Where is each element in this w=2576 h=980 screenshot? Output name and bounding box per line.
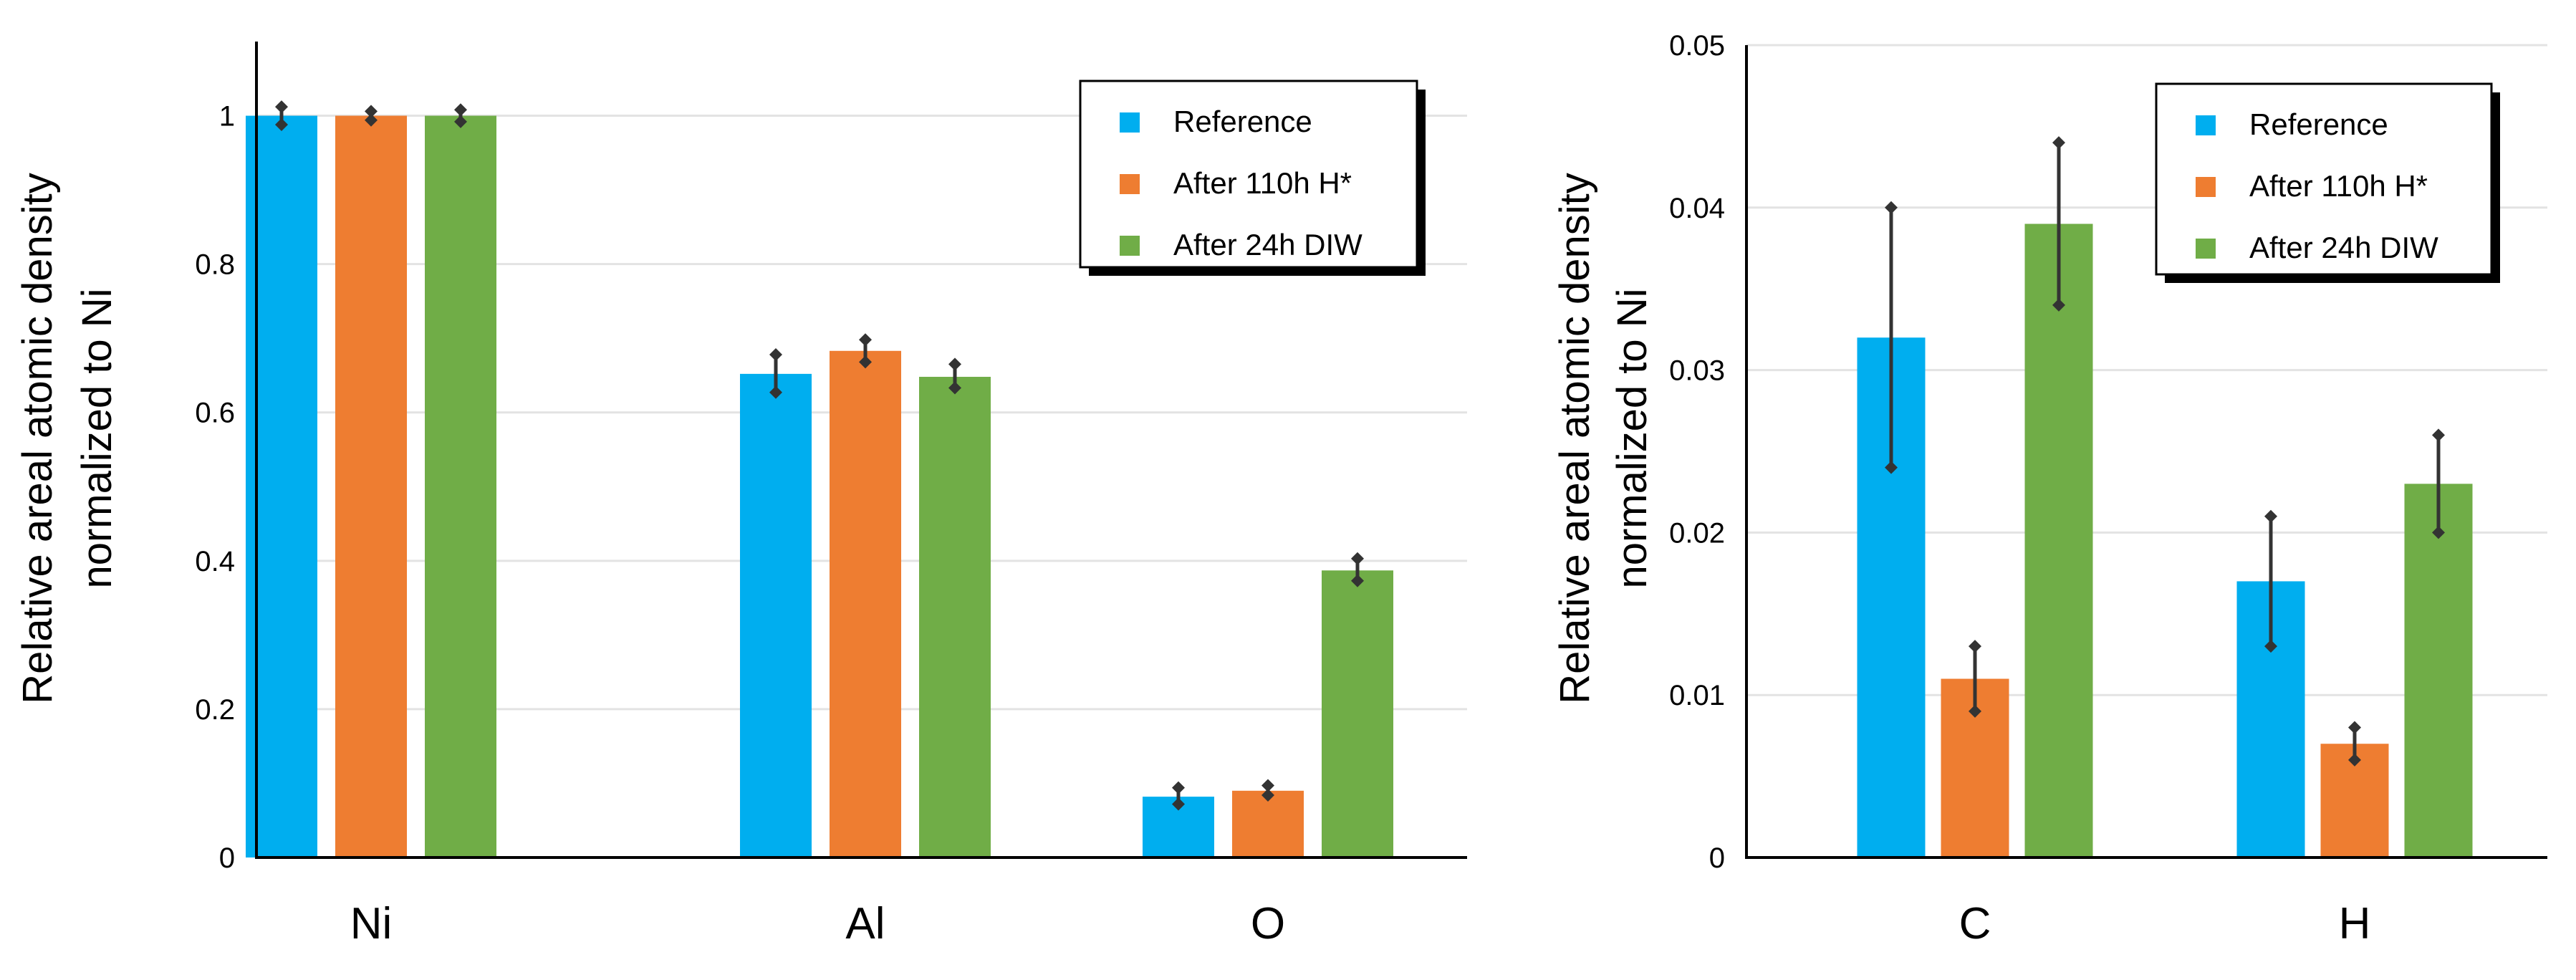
bar-O-after-110h-h- — [1232, 790, 1304, 858]
bar-Al-after-110h-h- — [830, 350, 901, 858]
y-tick-label: 0.02 — [1669, 517, 1725, 549]
y-tick-label: 0.6 — [195, 398, 235, 429]
legend-swatch — [2196, 177, 2216, 197]
error-bar-cap — [2264, 509, 2277, 523]
error-bar-cap — [948, 381, 961, 395]
legend-label: After 24h DIW — [2249, 231, 2438, 264]
y-tick-label: 0.04 — [1669, 193, 1725, 224]
y-tick-label: 0.4 — [195, 546, 235, 577]
error-bar-cap — [1351, 574, 1364, 587]
error-bar-cap — [1261, 789, 1274, 802]
bar-Ni-after-110h-h- — [335, 115, 407, 858]
error-bar-cap — [2348, 721, 2361, 734]
y-tick-label: 0.05 — [1669, 30, 1725, 62]
error-bar-cap — [2052, 136, 2065, 150]
legend-swatch — [1120, 236, 1140, 256]
x-category-label: C — [1959, 899, 1991, 948]
error-bar-cap — [275, 100, 288, 114]
legend-label: Reference — [2249, 107, 2388, 141]
error-bar-cap — [365, 105, 378, 118]
x-category-label: Ni — [350, 899, 393, 948]
legend-swatch — [1120, 112, 1140, 133]
bar-C-after-24h-diw — [2024, 224, 2093, 858]
error-bar-cap — [1261, 779, 1274, 792]
bar-Al-after-24h-diw — [919, 377, 991, 858]
x-category-label: H — [2339, 899, 2371, 948]
legend: Reference After 110h H* After 24h DIW — [2155, 82, 2500, 283]
axes — [255, 42, 1467, 859]
error-bar-cap — [1969, 704, 1981, 718]
legend-swatch — [2196, 239, 2216, 259]
x-category-label: Al — [845, 899, 885, 948]
legend-label: Reference — [1173, 105, 1312, 138]
legend-label: After 24h DIW — [1173, 228, 1363, 261]
y-axis-label: Relative areal atomic density — [1552, 173, 1598, 703]
error-bar-cap — [1172, 797, 1185, 811]
error-bar-cap — [2432, 428, 2445, 442]
error-bar-cap — [2432, 526, 2445, 539]
legend-swatch — [2196, 115, 2216, 135]
y-axis-label: normalized to Ni — [74, 288, 120, 588]
legend-label: After 110h H* — [2249, 169, 2428, 203]
y-tick-label: 0.8 — [195, 249, 235, 281]
error-bar-cap — [859, 333, 872, 347]
y-tick-label: 0 — [1709, 842, 1725, 874]
y-axis-label: Relative areal atomic density — [14, 173, 61, 703]
bar-H-after-24h-diw — [2404, 484, 2473, 858]
error-bar-cap — [948, 357, 961, 371]
error-bar-cap — [1172, 781, 1185, 794]
y-axis-label: normalized to Ni — [1609, 288, 1655, 588]
bar-O-after-24h-diw — [1322, 570, 1393, 858]
bar-Al-reference — [740, 373, 812, 858]
error-bar-cap — [1969, 640, 1981, 653]
error-bar-cap — [859, 355, 872, 369]
chart-2: 0 0.01 0.02 0.03 0.04 0.05 C H Relative areal at… — [1552, 30, 2547, 948]
error-bar-cap — [1885, 201, 1898, 214]
error-bar-cap — [769, 385, 782, 399]
legend-label: After 110h H* — [1173, 166, 1352, 200]
error-bar-cap — [769, 347, 782, 361]
y-tick-label: 0 — [219, 842, 235, 874]
error-bar-cap — [1351, 552, 1364, 565]
error-bar-cap — [275, 117, 288, 131]
error-bar-cap — [2264, 640, 2277, 653]
legend-swatch — [1120, 174, 1140, 194]
legend: Reference After 110h H* After 24h DIW — [1079, 80, 1426, 276]
axes — [1745, 45, 2547, 859]
bar-Ni-after-24h-diw — [425, 115, 496, 858]
chart-1: 0 0.2 0.4 0.6 0.8 1 Ni Al O Relative areal atomic… — [14, 42, 1467, 948]
y-tick-label: 0.01 — [1669, 680, 1725, 711]
y-tick-label: 1 — [219, 101, 235, 133]
error-bar-cap — [2052, 298, 2065, 312]
error-bar-cap — [2348, 753, 2361, 767]
error-bar-cap — [365, 113, 378, 127]
error-bar-cap — [454, 115, 467, 128]
y-tick-label: 0.03 — [1669, 355, 1725, 387]
y-tick-label: 0.2 — [195, 694, 235, 726]
error-bar-cap — [454, 103, 467, 117]
error-bar-cap — [1885, 461, 1898, 474]
x-category-label: O — [1251, 899, 1285, 948]
